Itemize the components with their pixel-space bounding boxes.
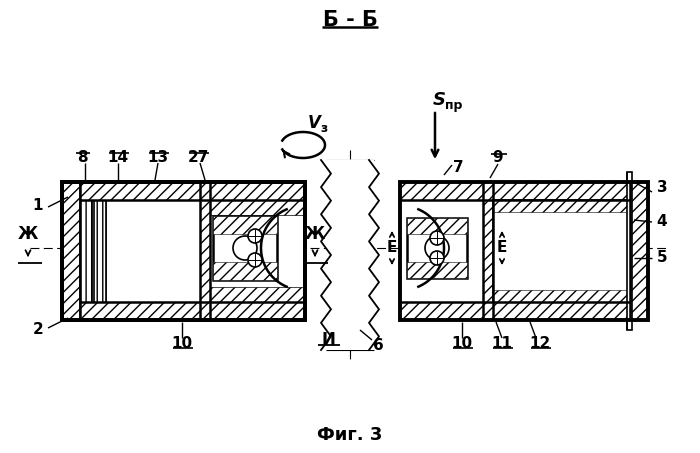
Text: 13: 13 — [148, 149, 169, 164]
Text: 10: 10 — [452, 337, 472, 352]
Bar — [407, 218, 467, 234]
Bar — [493, 290, 630, 302]
Text: Е: Е — [387, 241, 397, 255]
Bar — [210, 200, 305, 215]
Bar — [407, 262, 467, 278]
Text: V: V — [308, 114, 321, 132]
Text: 9: 9 — [493, 150, 503, 165]
Text: 5: 5 — [657, 251, 667, 265]
Bar — [62, 182, 305, 320]
Bar — [62, 182, 305, 200]
Bar — [483, 182, 493, 320]
Bar — [400, 182, 648, 320]
Text: пр: пр — [445, 98, 463, 111]
Text: 10: 10 — [172, 337, 193, 352]
Circle shape — [248, 253, 262, 267]
Bar — [400, 302, 648, 320]
Bar — [407, 218, 467, 278]
Text: 7: 7 — [453, 160, 463, 175]
Circle shape — [233, 236, 257, 260]
Bar — [630, 182, 648, 320]
Text: 3: 3 — [657, 180, 667, 196]
Bar — [62, 182, 305, 320]
Text: 27: 27 — [188, 149, 209, 164]
Circle shape — [430, 251, 444, 265]
Bar — [200, 182, 210, 320]
Text: 4: 4 — [657, 215, 667, 230]
Bar — [326, 160, 374, 350]
Text: 1: 1 — [33, 198, 43, 212]
Bar — [627, 172, 632, 330]
Text: 14: 14 — [107, 149, 129, 164]
Text: Е: Е — [497, 241, 508, 255]
Text: S: S — [433, 91, 446, 109]
Text: 12: 12 — [529, 337, 551, 352]
Bar — [80, 200, 106, 302]
Circle shape — [248, 229, 262, 243]
Bar — [62, 182, 305, 320]
Bar — [493, 200, 630, 212]
Bar — [62, 302, 305, 320]
Bar — [213, 216, 277, 280]
Text: Ж: Ж — [18, 225, 38, 243]
Text: з: з — [320, 122, 327, 135]
Bar — [62, 182, 80, 320]
Bar — [400, 182, 648, 320]
Bar — [213, 216, 277, 234]
Bar — [210, 287, 305, 302]
Bar — [493, 200, 630, 302]
Bar — [213, 262, 277, 280]
Bar — [400, 182, 648, 200]
Text: Фиг. 3: Фиг. 3 — [317, 426, 383, 444]
Text: 11: 11 — [491, 337, 512, 352]
Text: И: И — [321, 331, 335, 349]
Circle shape — [430, 231, 444, 245]
Text: Б - Б: Б - Б — [323, 10, 377, 30]
Circle shape — [425, 236, 449, 260]
Text: 8: 8 — [77, 149, 88, 164]
Text: 2: 2 — [33, 323, 43, 337]
Text: 6: 6 — [372, 337, 384, 352]
Text: Ж: Ж — [304, 225, 326, 243]
